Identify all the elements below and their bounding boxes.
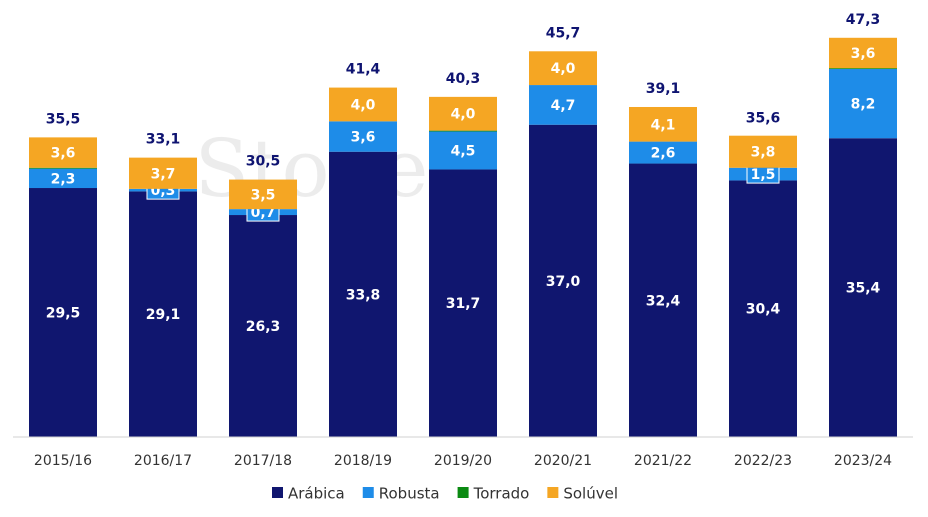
- bar-segment: [529, 85, 597, 125]
- value-label: 29,5: [46, 306, 81, 322]
- total-label: 33,1: [146, 132, 181, 148]
- total-label: 40,3: [446, 71, 481, 87]
- bar-segment: [629, 106, 697, 142]
- value-label: 4,5: [451, 143, 476, 159]
- total-label: 39,1: [646, 81, 681, 97]
- value-label: 3,6: [51, 146, 76, 162]
- total-label: 47,3: [846, 12, 881, 28]
- bar-segment: [29, 137, 97, 168]
- bar-segment: [129, 157, 197, 189]
- x-tick-label: 2021/22: [634, 453, 692, 469]
- bar-segment: [129, 191, 197, 437]
- legend-swatch: [547, 487, 559, 498]
- x-tick-label: 2023/24: [834, 453, 892, 469]
- value-label: 2,6: [651, 146, 676, 162]
- legend-swatch: [457, 487, 469, 498]
- value-label: 35,4: [846, 281, 881, 297]
- value-label: 26,3: [246, 319, 281, 335]
- bar-segment: [429, 130, 497, 132]
- value-label: 29,1: [146, 307, 181, 323]
- bar-segment: [829, 37, 897, 69]
- x-tick-label: 2019/20: [434, 453, 492, 469]
- x-tick-label: 2015/16: [34, 453, 92, 469]
- value-label: 4,1: [651, 117, 676, 133]
- value-label: 4,7: [551, 98, 576, 114]
- bar-segment: [329, 121, 397, 152]
- value-label: 3,6: [851, 46, 876, 62]
- legend-swatch: [362, 487, 374, 498]
- total-label: 45,7: [546, 25, 581, 41]
- bar-segment: [629, 141, 697, 164]
- value-label: 4,0: [351, 97, 376, 113]
- value-label: 1,5: [751, 167, 776, 183]
- bar-segment: [29, 167, 97, 169]
- bar-segment: [429, 131, 497, 170]
- x-tick-label: 2016/17: [134, 453, 192, 469]
- total-label: 30,5: [246, 154, 281, 170]
- bar-segment: [529, 51, 597, 86]
- bar-segment: [229, 179, 297, 210]
- value-label: 3,8: [751, 145, 776, 161]
- value-label: 8,2: [851, 97, 876, 113]
- legend-label: Arábica: [288, 485, 345, 503]
- legend-label: Robusta: [379, 485, 440, 503]
- bar-segment: [829, 69, 897, 139]
- value-label: 30,4: [746, 302, 781, 318]
- x-tick-label: 2017/18: [234, 453, 292, 469]
- x-tick-label: 2018/19: [334, 453, 392, 469]
- bar-segment: [329, 151, 397, 437]
- bar-segment: [629, 163, 697, 437]
- bar-segment: [429, 169, 497, 437]
- bar-segment: [429, 96, 497, 131]
- legend-label: Torrado: [473, 485, 530, 503]
- bar-segment: [829, 68, 897, 70]
- value-label: 3,5: [251, 187, 276, 203]
- value-label: 2,3: [51, 171, 76, 187]
- bar-segment: [829, 138, 897, 437]
- legend-swatch: [272, 487, 283, 498]
- total-label: 41,4: [346, 62, 381, 78]
- bar-segment: [229, 215, 297, 437]
- value-label: 31,7: [446, 296, 481, 312]
- bar-segment: [29, 168, 97, 189]
- total-label: 35,5: [46, 111, 81, 127]
- legend-label: Solúvel: [563, 485, 618, 503]
- value-label: 32,4: [646, 293, 681, 309]
- bar-segment: [29, 188, 97, 437]
- x-tick-label: 2022/23: [734, 453, 792, 469]
- value-label: 4,0: [451, 107, 476, 123]
- value-label: 3,6: [351, 130, 376, 146]
- bar-segment: [529, 124, 597, 437]
- x-tick-label: 2020/21: [534, 453, 592, 469]
- value-label: 4,0: [551, 61, 576, 77]
- value-label: 3,7: [151, 166, 176, 182]
- value-label: 37,0: [546, 274, 581, 290]
- value-label: 33,8: [346, 287, 381, 303]
- bar-segment: [729, 180, 797, 437]
- total-label: 35,6: [746, 111, 781, 127]
- bar-segment: [329, 87, 397, 122]
- bar-segment: [729, 135, 797, 168]
